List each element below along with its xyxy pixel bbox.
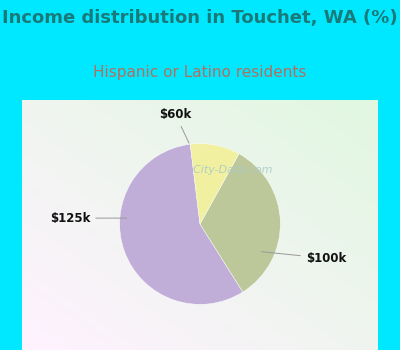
Text: $125k: $125k [50,212,127,225]
Text: City-Data.com: City-Data.com [186,165,273,175]
Text: Income distribution in Touchet, WA (%): Income distribution in Touchet, WA (%) [2,9,398,27]
Wedge shape [190,144,239,224]
Wedge shape [120,144,243,304]
Text: Hispanic or Latino residents: Hispanic or Latino residents [93,65,307,80]
Text: $100k: $100k [262,252,346,265]
Text: $60k: $60k [159,108,192,143]
Wedge shape [200,154,280,292]
